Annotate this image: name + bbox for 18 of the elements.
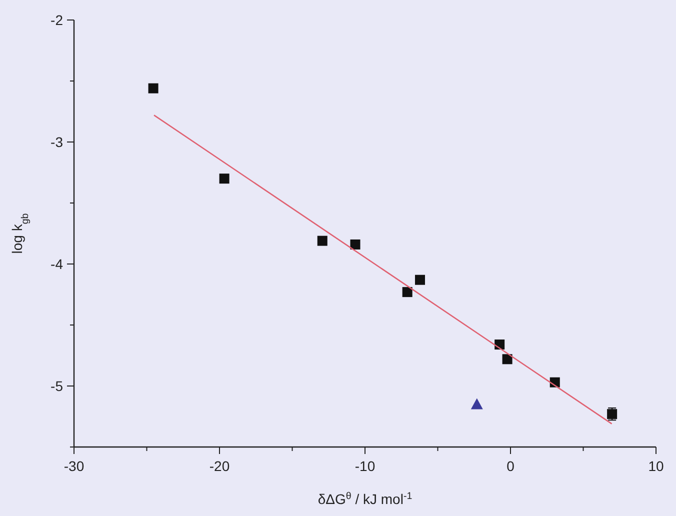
point [148, 83, 158, 94]
y-tick-label: -4 [50, 256, 64, 272]
point [219, 174, 230, 184]
x-tick-label: -20 [209, 458, 230, 474]
point [415, 274, 425, 285]
x-tick-label: -30 [64, 458, 84, 474]
x-tick-label: -10 [354, 458, 376, 474]
y-tick-label: -2 [50, 12, 64, 28]
point [350, 239, 360, 250]
point [402, 287, 412, 298]
x-axis-title: δΔG$^{θ}$ / kJ mol$^{-1}$ [318, 490, 412, 507]
y-tick-label: -3 [50, 134, 64, 150]
x-tick-label: 0 [506, 458, 515, 474]
point [502, 354, 512, 364]
point [470, 398, 483, 410]
y-tick-label: -5 [50, 378, 64, 394]
point [317, 236, 328, 246]
x-tick-label: 10 [648, 458, 664, 474]
